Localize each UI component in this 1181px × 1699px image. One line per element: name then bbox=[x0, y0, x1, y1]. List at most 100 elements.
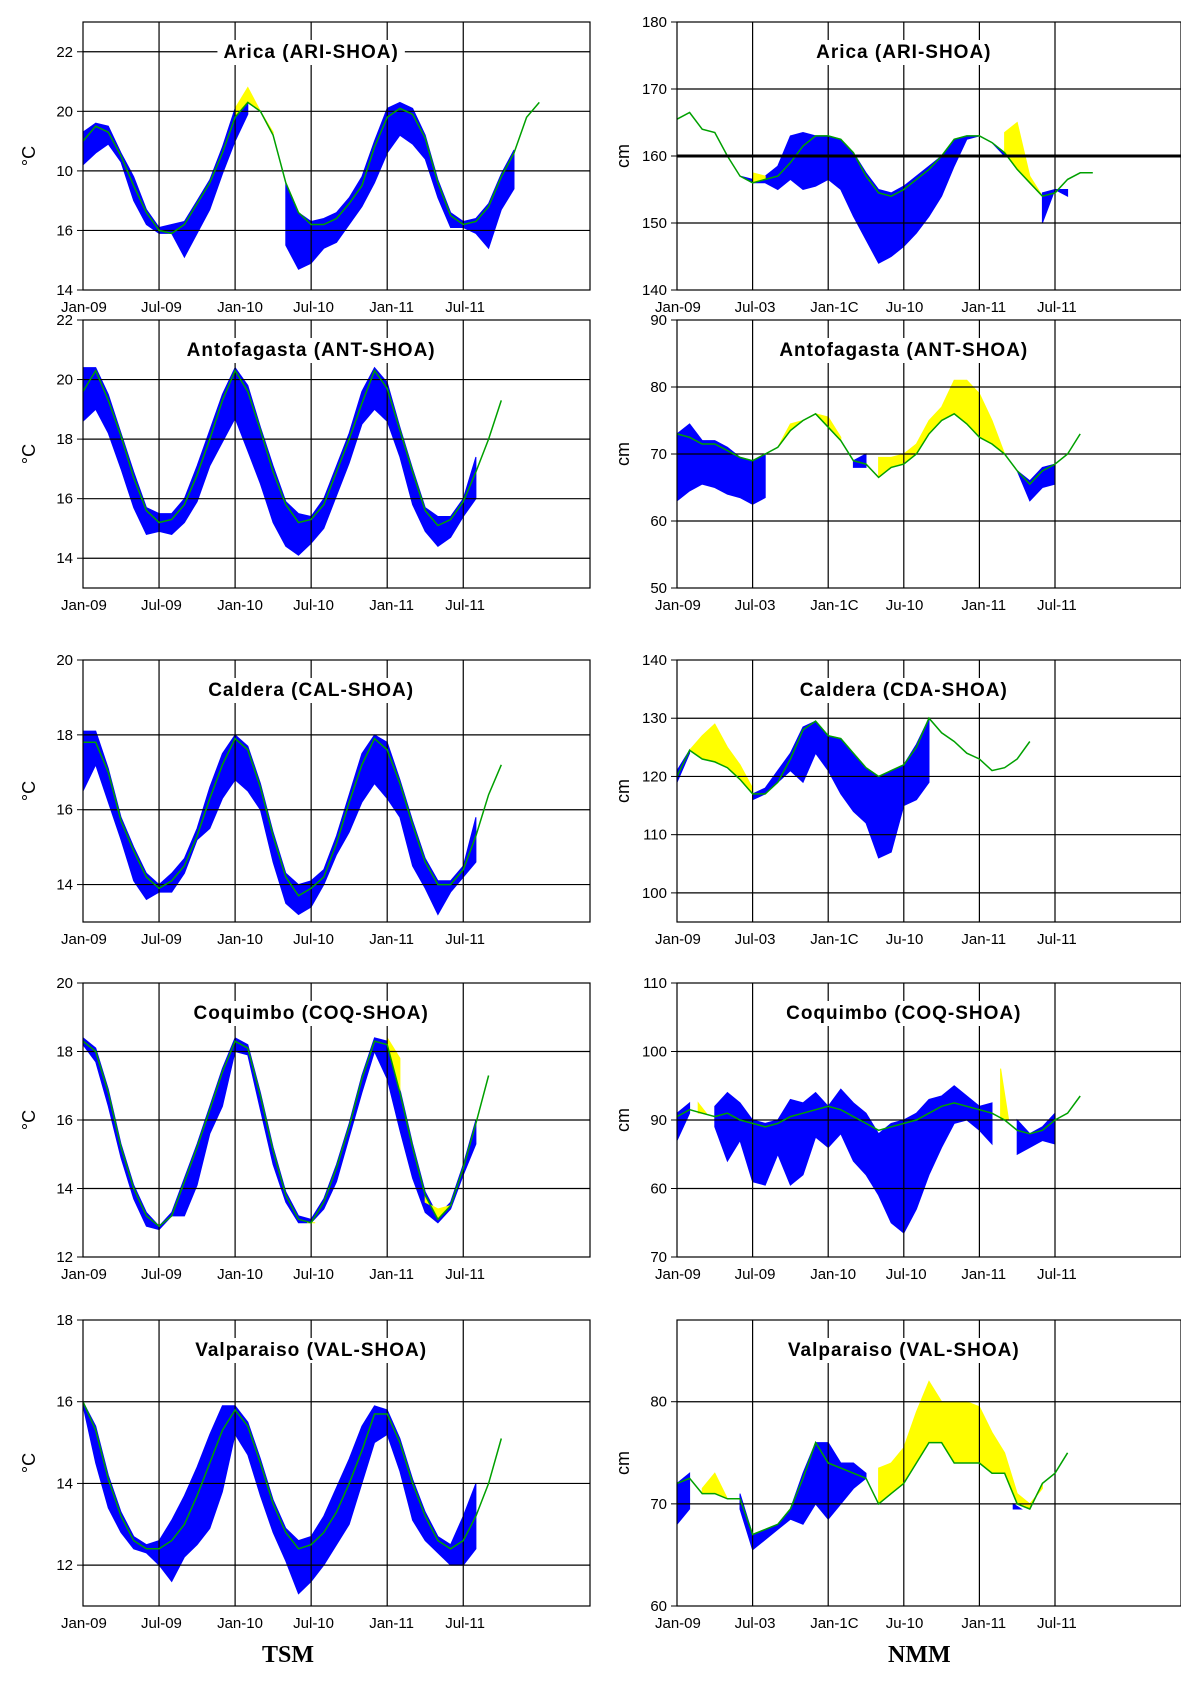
chart-panel-tsm-valparaiso: 12 14 16 18 Jan-09 Jul-09 Jan-10 Jul-10 Jan-11 Ju… bbox=[19, 1312, 591, 1632]
y-tick-label: 20 bbox=[56, 372, 73, 389]
y-tick-label: 130 bbox=[642, 710, 667, 727]
panel-title: Coquimbo (COQ-SHOA) bbox=[786, 1003, 1021, 1024]
mean-line-0 bbox=[676, 111, 1093, 198]
x-tick-label: Jan-09 bbox=[655, 1615, 701, 1632]
range-band-0 bbox=[676, 423, 766, 505]
x-tick-label: Jul-03 bbox=[735, 931, 776, 948]
x-tick-label: Jan-11 bbox=[369, 299, 414, 316]
chart-panel-nmm-antofagasta: 50 60 70 80 90 Jan-09 Jul-03 Jan-1C Ju-10 Jan-11 J… bbox=[613, 312, 1181, 614]
y-tick-label: 22 bbox=[56, 44, 73, 61]
x-tick-label: Jul-03 bbox=[735, 299, 776, 316]
x-tick-label: Jul-09 bbox=[141, 299, 182, 316]
plot-frame bbox=[676, 659, 1181, 923]
y-tick-label: 12 bbox=[56, 1557, 73, 1574]
y-tick-label: 12 bbox=[56, 1249, 73, 1266]
x-tick-label: Jul-11 bbox=[445, 299, 485, 316]
mean-line-0 bbox=[676, 716, 1031, 795]
x-tick-label: Jan-10 bbox=[217, 299, 263, 316]
x-tick-label: Jul-11 bbox=[445, 1615, 485, 1632]
x-tick-label: Ju-10 bbox=[886, 299, 924, 316]
x-tick-label: Jan-11 bbox=[369, 597, 414, 614]
y-axis-label: °C bbox=[19, 1453, 39, 1473]
plot-frame bbox=[82, 659, 591, 923]
title-background bbox=[793, 678, 1014, 703]
y-tick-label: 60 bbox=[650, 1181, 667, 1198]
x-tick-label: Ju-10 bbox=[886, 597, 924, 614]
x-tick-label: Jan-10 bbox=[217, 597, 263, 614]
x-tick-label: Jul-09 bbox=[141, 1266, 182, 1283]
y-tick-label: 120 bbox=[642, 768, 667, 785]
y-tick-label: 20 bbox=[56, 103, 73, 120]
chart-panel-nmm-caldera: 100 110 120 130 140 Jan-09 Jul-03 Jan-1C Ju-10 Ja… bbox=[613, 652, 1181, 948]
y-tick-label: 18 bbox=[56, 1312, 73, 1329]
x-tick-label: Jan-10 bbox=[217, 1615, 263, 1632]
x-tick-label: Jan-11 bbox=[369, 931, 414, 948]
x-tick-label: Jan-1C bbox=[810, 931, 859, 948]
range-band-0 bbox=[82, 101, 249, 259]
panel-title: Valparaiso (VAL-SHOA) bbox=[788, 1340, 1020, 1361]
excess-band-1 bbox=[878, 1380, 1043, 1510]
mean-line-0 bbox=[82, 1401, 503, 1550]
y-tick-label: 170 bbox=[642, 81, 667, 98]
mean-line-0 bbox=[83, 737, 502, 897]
y-axis-label: cm bbox=[613, 779, 633, 803]
x-tick-label: Jul-03 bbox=[735, 1615, 776, 1632]
plot-frame bbox=[82, 1319, 591, 1607]
range-band-1 bbox=[285, 101, 515, 270]
y-tick-label: 10 bbox=[56, 163, 73, 180]
title-background bbox=[180, 338, 442, 363]
panel-title: Arica (ARI-SHOA) bbox=[816, 42, 991, 63]
x-tick-label: Jan-11 bbox=[369, 1266, 414, 1283]
x-tick-label: Jul-09 bbox=[141, 1615, 182, 1632]
range-band-1 bbox=[739, 1442, 867, 1551]
x-tick-label: Jul-09 bbox=[735, 1266, 776, 1283]
x-tick-label: Jan-1C bbox=[810, 1615, 859, 1632]
panel-title: Coquimbo (COQ-SHOA) bbox=[193, 1003, 428, 1024]
x-tick-label: Jul-11 bbox=[1037, 1615, 1077, 1632]
y-tick-label: 140 bbox=[642, 282, 667, 299]
excess-band-0 bbox=[701, 1472, 729, 1500]
y-tick-label: 16 bbox=[56, 222, 73, 239]
plot-frame bbox=[82, 319, 591, 589]
x-tick-label: Jan-09 bbox=[655, 299, 701, 316]
mean-line-0 bbox=[676, 412, 1081, 486]
x-tick-label: Jan-09 bbox=[61, 299, 107, 316]
panel-title: Caldera (CAL-SHOA) bbox=[208, 680, 414, 701]
title-background bbox=[781, 1338, 1026, 1363]
y-tick-label: 160 bbox=[642, 148, 667, 165]
y-tick-label: 110 bbox=[643, 975, 667, 992]
y-tick-label: 18 bbox=[56, 431, 73, 448]
range-band-0 bbox=[82, 730, 477, 916]
y-tick-label: 90 bbox=[650, 312, 667, 329]
panel-title: Arica (ARI-SHOA) bbox=[223, 42, 398, 63]
x-tick-label: Jan-09 bbox=[61, 1615, 107, 1632]
y-axis-label: °C bbox=[19, 1110, 39, 1130]
y-tick-label: 60 bbox=[650, 513, 667, 530]
y-tick-label: 80 bbox=[650, 379, 667, 396]
y-tick-label: 110 bbox=[643, 827, 667, 844]
title-background bbox=[810, 40, 998, 65]
chart-panel-tsm-coquimbo: 12 14 16 18 20 Jan-09 Jul-09 Jan-10 Jul-10 Jan-11… bbox=[19, 975, 591, 1283]
range-band-0 bbox=[82, 1036, 477, 1231]
y-tick-label: 60 bbox=[650, 1598, 667, 1615]
y-tick-label: 16 bbox=[56, 1394, 73, 1411]
x-tick-label: Jul-10 bbox=[293, 597, 334, 614]
mean-line-0 bbox=[676, 1440, 1069, 1536]
y-axis-label: °C bbox=[19, 444, 39, 464]
x-tick-label: Jul-03 bbox=[735, 597, 776, 614]
mean-line-0 bbox=[82, 1040, 490, 1228]
y-tick-label: 180 bbox=[642, 14, 667, 31]
x-tick-label: Jul-11 bbox=[1037, 931, 1077, 948]
plot-frame bbox=[676, 1319, 1181, 1607]
y-tick-label: 20 bbox=[56, 652, 73, 669]
mean-line-0 bbox=[82, 368, 503, 527]
chart-panel-nmm-coquimbo: 70 60 90 100 110 Jan-09 Jul-09 Jan-10 Jul-10 Jan-… bbox=[613, 975, 1181, 1283]
title-background bbox=[202, 678, 421, 703]
x-tick-label: Jan-09 bbox=[61, 597, 107, 614]
y-axis-label: cm bbox=[613, 1451, 633, 1475]
title-background bbox=[773, 338, 1035, 363]
y-tick-label: 16 bbox=[56, 1112, 73, 1129]
y-tick-label: 70 bbox=[650, 446, 667, 463]
x-tick-label: Jan-09 bbox=[655, 1266, 701, 1283]
y-tick-label: 90 bbox=[650, 1112, 667, 1129]
